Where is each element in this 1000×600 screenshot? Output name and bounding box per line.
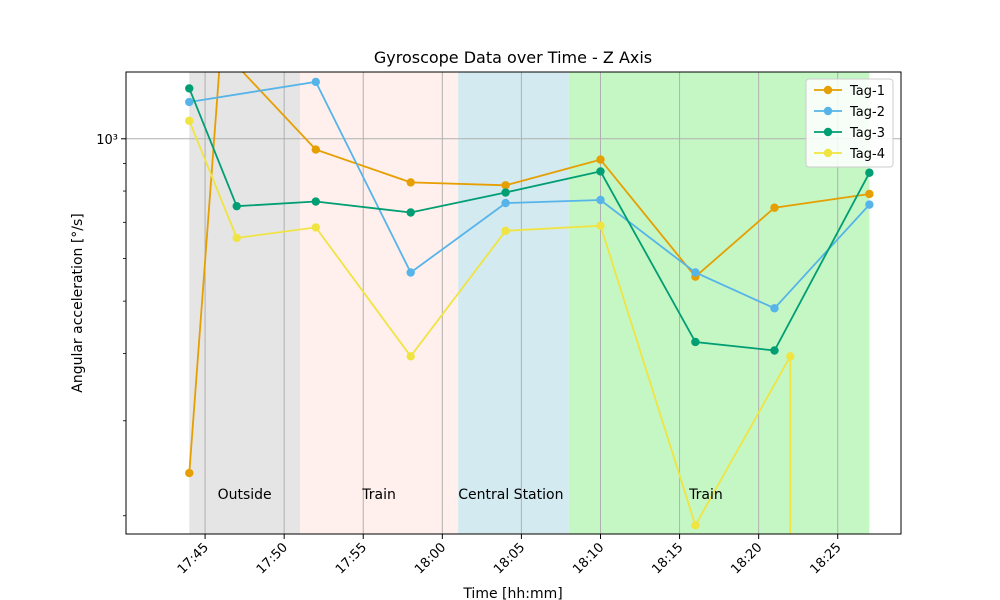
data-point-tag-2 bbox=[596, 195, 605, 205]
region-label-outside-0: Outside bbox=[218, 487, 272, 503]
data-point-tag-3 bbox=[185, 84, 194, 93]
data-point-tag-2 bbox=[770, 304, 779, 313]
data-point-tag-2 bbox=[311, 77, 320, 87]
data-point-tag-1 bbox=[217, 44, 225, 52]
legend-swatch-marker bbox=[823, 85, 833, 95]
x-tick-label: 18:20 bbox=[728, 540, 765, 577]
data-point-tag-1 bbox=[596, 155, 605, 164]
region-outside-0 bbox=[189, 72, 300, 534]
region-central-station-2 bbox=[458, 72, 569, 534]
legend-item-tag-4: Tag-4 bbox=[814, 147, 885, 162]
legend-label: Tag-4 bbox=[849, 147, 885, 162]
data-point-tag-3 bbox=[501, 188, 510, 197]
data-point-tag-1 bbox=[770, 203, 779, 212]
data-point-tag-1 bbox=[406, 178, 415, 187]
x-tick-label: 18:10 bbox=[570, 540, 607, 577]
data-point-tag-4 bbox=[501, 226, 510, 236]
legend: Tag-1 Tag-2 Tag-3 Tag-4 bbox=[805, 78, 894, 168]
legend-swatch-marker bbox=[823, 106, 833, 116]
data-point-tag-3 bbox=[865, 168, 874, 177]
legend-label: Tag-1 bbox=[849, 84, 885, 99]
legend-label: Tag-2 bbox=[849, 105, 885, 120]
data-point-tag-4 bbox=[691, 521, 700, 530]
data-point-tag-4 bbox=[185, 116, 194, 125]
x-tick-label: 17:55 bbox=[333, 540, 370, 577]
legend-item-tag-3: Tag-3 bbox=[814, 126, 885, 141]
region-train-1 bbox=[299, 72, 459, 534]
region-label-central-station-2: Central Station bbox=[458, 487, 563, 503]
data-point-tag-4 bbox=[232, 233, 241, 243]
series-tag-3 bbox=[185, 84, 874, 355]
series-tag-4 bbox=[185, 116, 795, 534]
data-point-tag-3 bbox=[770, 346, 779, 355]
data-point-tag-4 bbox=[406, 352, 415, 361]
legend-swatch-marker bbox=[823, 148, 833, 158]
chart-title: Gyroscope Data over Time - Z Axis bbox=[374, 48, 652, 67]
x-tick-label: 18:25 bbox=[807, 540, 844, 577]
region-label-train-1: Train bbox=[361, 487, 396, 503]
data-point-tag-3 bbox=[406, 208, 415, 217]
plot-frame bbox=[125, 71, 902, 535]
data-point-tag-2 bbox=[406, 268, 415, 277]
x-tick-label: 18:15 bbox=[649, 540, 686, 577]
region-label-train-3: Train bbox=[688, 487, 723, 503]
data-point-tag-4 bbox=[311, 223, 320, 232]
data-point-tag-1 bbox=[501, 181, 510, 190]
y-tick-label: 10³ bbox=[96, 133, 118, 148]
data-point-tag-4 bbox=[786, 352, 795, 361]
series-tag-2 bbox=[185, 77, 874, 313]
x-tick-label: 18:00 bbox=[412, 540, 449, 577]
data-point-tag-3 bbox=[691, 337, 700, 347]
x-tick-label: 18:05 bbox=[491, 540, 528, 577]
data-point-tag-2 bbox=[691, 268, 700, 277]
x-tick-label: 17:45 bbox=[175, 540, 212, 577]
series-line-tag-2 bbox=[189, 80, 871, 310]
legend-box bbox=[805, 78, 894, 168]
data-point-tag-3 bbox=[311, 197, 320, 206]
data-point-tag-3 bbox=[232, 201, 241, 211]
data-point-tag-2 bbox=[865, 200, 874, 209]
legend-swatch-marker bbox=[823, 127, 833, 137]
y-axis-title: Angular acceleration [°/s] bbox=[70, 213, 86, 393]
legend-label: Tag-3 bbox=[849, 126, 885, 141]
x-tick-label: 17:50 bbox=[254, 540, 291, 577]
data-point-tag-4 bbox=[596, 221, 605, 230]
data-point-tag-2 bbox=[501, 198, 510, 208]
legend-item-tag-2: Tag-2 bbox=[814, 105, 885, 120]
data-point-tag-1 bbox=[311, 145, 320, 154]
x-axis-title: Time [hh:mm] bbox=[462, 586, 562, 600]
data-point-tag-1 bbox=[185, 468, 194, 478]
data-point-tag-1 bbox=[865, 189, 874, 199]
legend-item-tag-1: Tag-1 bbox=[814, 84, 885, 99]
data-point-tag-2 bbox=[185, 97, 194, 107]
data-point-tag-3 bbox=[596, 167, 605, 176]
